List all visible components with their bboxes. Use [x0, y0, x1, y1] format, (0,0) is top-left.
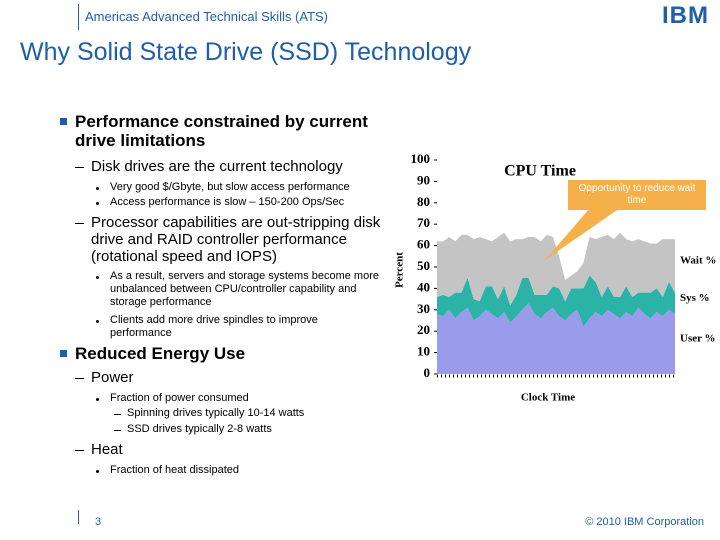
y-tick-label: 60: [417, 237, 430, 252]
org: Americas Advanced Technical Skills (ATS): [85, 9, 329, 24]
series-label: Sys %: [680, 292, 710, 304]
dot: [96, 187, 99, 190]
y-tick-label: 80: [417, 194, 430, 209]
y-tick-label: 50: [417, 258, 430, 273]
bullet-text: Processor capabilities are out-stripping…: [91, 214, 381, 265]
y-tick-label: 0: [424, 365, 431, 380]
y-tick-label: 90: [417, 172, 430, 187]
bullet-text: SSD drives typically 2-8 watts: [127, 423, 272, 435]
bullet-text: Reduced Energy Use: [75, 344, 246, 363]
bullet-text: Heat: [91, 441, 123, 458]
dot: [96, 202, 99, 205]
copyright: © 2010 IBM Corporation: [585, 516, 704, 528]
bullet-text: Disk drives are the current technology: [91, 158, 343, 175]
y-tick-label: 70: [417, 215, 430, 230]
slide-title: Why Solid State Drive (SSD) Technology: [20, 38, 472, 66]
bullet-text: Fraction of power consumed: [110, 392, 249, 404]
y-axis-label: Percent: [394, 252, 406, 288]
series-label: Wait %: [680, 254, 716, 266]
bullet-text: Clients add more drive spindles to impro…: [110, 314, 318, 339]
page-number: 3: [95, 516, 102, 528]
bullet-text: As a result, servers and storage systems…: [110, 270, 379, 308]
area: [437, 275, 675, 327]
footer-bar: [78, 510, 79, 524]
y-tick-label: 30: [417, 301, 430, 316]
dash: [75, 167, 84, 168]
bullet-text: Very good $/Gbyte, but slow access perfo…: [110, 181, 350, 193]
bullet-text: Access performance is slow – 150-200 Ops…: [110, 196, 345, 208]
y-tick-label: 10: [417, 344, 430, 359]
dash: [75, 223, 84, 224]
bullet-text: Performance constrained by current drive…: [75, 112, 368, 150]
dot: [96, 276, 99, 279]
dash: [114, 414, 121, 415]
bullet-text: Power: [91, 369, 134, 386]
dot: [96, 398, 99, 401]
dot: [96, 470, 99, 473]
dot: [96, 320, 99, 323]
chart-title: CPU Time: [504, 163, 576, 180]
area: [437, 303, 675, 374]
bullet-text: Spinning drives typically 10-14 watts: [127, 407, 305, 419]
y-tick-label: 100: [411, 151, 431, 166]
bullet: [60, 350, 67, 357]
logo: IBM: [662, 2, 709, 29]
dash: [114, 430, 121, 431]
header-bar: [78, 4, 79, 30]
x-axis-label: Clock Time: [521, 392, 575, 404]
bullet: [60, 118, 67, 125]
series-label: User %: [680, 333, 716, 345]
y-tick-label: 20: [417, 322, 430, 337]
bullet-text: Fraction of heat dissipated: [110, 464, 240, 476]
y-tick-label: 40: [417, 279, 430, 294]
dash: [75, 378, 84, 379]
dash: [75, 450, 84, 451]
